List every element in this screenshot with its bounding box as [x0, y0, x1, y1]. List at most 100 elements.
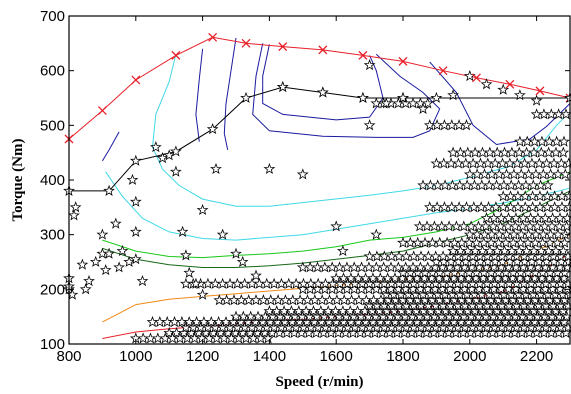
scatter-point — [336, 244, 349, 257]
scatter-point — [89, 255, 102, 267]
max-torque-marker — [241, 38, 251, 48]
scatter-point — [196, 203, 209, 216]
scatter-point — [385, 261, 397, 273]
x-tick-label: 1600 — [320, 348, 353, 365]
scatter-point — [123, 255, 136, 267]
scatter-point — [363, 59, 376, 71]
scatter-point — [480, 78, 493, 90]
series-lines — [68, 36, 571, 192]
scatter-point — [96, 228, 109, 240]
scatter-point — [242, 294, 255, 306]
scatter-point — [340, 261, 353, 273]
scatter-point — [113, 261, 126, 273]
max-torque-marker — [131, 75, 141, 85]
scatter-point — [468, 179, 481, 191]
scatter-point — [68, 209, 80, 221]
x-tick-label: 2200 — [520, 348, 553, 365]
scatter-point — [483, 179, 495, 191]
scatter-point — [150, 141, 162, 153]
scatter-point — [430, 91, 443, 103]
scatter-point — [542, 179, 554, 191]
scatter-point — [513, 89, 526, 101]
operating-point-marker — [397, 91, 409, 103]
contour-line — [429, 61, 571, 146]
scatter-point — [326, 261, 338, 273]
scatter-point — [363, 119, 376, 131]
scatter-point — [497, 179, 510, 191]
max-torque-marker — [358, 50, 368, 60]
scatter-point — [562, 250, 571, 262]
scatter-point — [250, 269, 262, 281]
scatter-markers — [63, 59, 571, 344]
scatter-point — [370, 261, 383, 273]
scatter-point — [460, 119, 473, 131]
scatter-point — [558, 135, 570, 147]
scatter-point — [557, 244, 570, 257]
scatter-point — [129, 253, 142, 265]
scatter-point — [426, 236, 439, 248]
scatter-point — [537, 228, 550, 240]
scatter-point — [550, 146, 562, 158]
scatter-point — [558, 294, 571, 306]
scatter-point — [522, 228, 535, 240]
scatter-point — [497, 83, 510, 95]
scatter-point — [209, 277, 222, 289]
scatter-point — [491, 146, 503, 158]
scatter-point — [83, 274, 95, 287]
y-tick-label: 500 — [40, 117, 65, 134]
max-torque-marker — [171, 50, 181, 60]
scatter-point — [380, 97, 393, 109]
contour-line — [195, 48, 204, 142]
x-tick-label: 1400 — [253, 348, 286, 365]
scatter-point — [156, 151, 169, 164]
scatter-point — [345, 294, 358, 306]
operating-line-line — [69, 86, 570, 192]
scatter-point — [69, 201, 82, 213]
scatter-point — [562, 277, 571, 289]
y-tick-label: 100 — [40, 336, 65, 353]
x-tick-label: 1000 — [119, 348, 152, 365]
scatter-point — [216, 228, 229, 240]
scatter-point — [463, 69, 476, 82]
scatter-point — [505, 146, 518, 158]
y-tick-label: 300 — [40, 227, 65, 244]
operating-point-marker — [169, 145, 182, 157]
scatter-point — [238, 277, 251, 289]
scatter-point — [129, 195, 142, 207]
scatter-point — [230, 247, 242, 259]
scatter-point — [559, 168, 571, 180]
scatter-point — [552, 228, 564, 240]
operating-point-marker — [103, 184, 115, 196]
scatter-point — [126, 173, 139, 185]
operating-point-marker — [357, 91, 369, 103]
y-tick-label: 400 — [40, 172, 65, 189]
scatter-point — [163, 149, 176, 161]
max-torque-marker — [318, 45, 328, 55]
scatter-point — [79, 283, 92, 295]
scatter-point — [520, 146, 533, 158]
scatter-point — [455, 236, 468, 248]
scatter-point — [316, 294, 328, 306]
y-tick-label: 600 — [40, 63, 65, 80]
scatter-point — [183, 266, 196, 278]
scatter-point — [176, 225, 189, 237]
y-tick-label: 700 — [40, 8, 65, 25]
scatter-point — [557, 146, 570, 158]
scatter-point — [257, 294, 270, 306]
scatter-point — [512, 179, 525, 191]
scatter-point — [262, 332, 274, 344]
scatter-point — [558, 236, 571, 248]
scatter-point — [136, 274, 149, 287]
max-torque-marker — [208, 32, 218, 42]
scatter-point — [109, 217, 122, 229]
scatter-point — [370, 228, 383, 240]
scatter-point — [355, 261, 368, 273]
scatter-point — [180, 249, 192, 261]
scatter-point — [330, 294, 343, 306]
scatter-point — [530, 94, 543, 106]
y-tick-label: 200 — [40, 281, 65, 298]
scatter-point — [539, 212, 552, 224]
scatter-point — [76, 258, 89, 270]
scatter-point — [457, 220, 470, 232]
scatter-point — [507, 228, 520, 240]
